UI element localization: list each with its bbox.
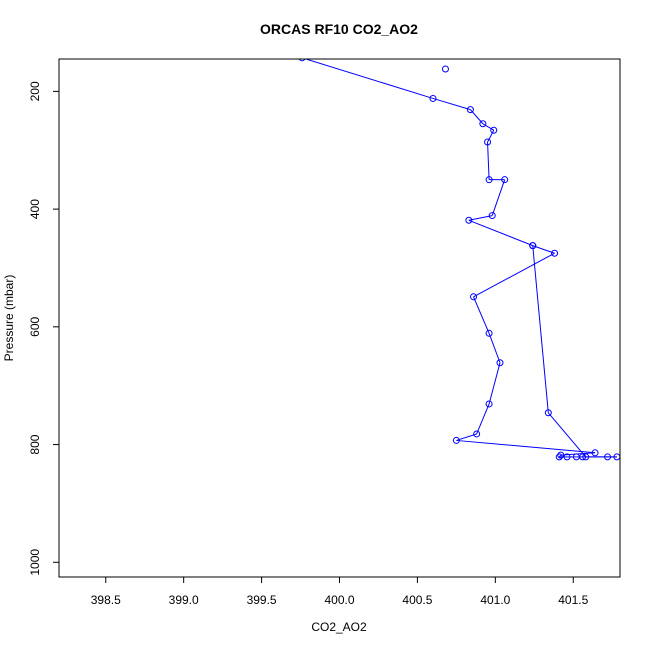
data-point [466, 106, 474, 114]
data-point [441, 65, 449, 73]
data-point [591, 449, 599, 457]
series-lines [304, 59, 617, 458]
series-line-segment [488, 362, 501, 405]
data-point [490, 126, 498, 134]
series-line-segment [468, 219, 533, 247]
series-line-segment [432, 97, 471, 111]
data-point [485, 400, 493, 408]
x-tick-label: 401.5 [558, 593, 588, 607]
y-tick-label: 400 [28, 199, 42, 219]
data-point [604, 453, 612, 461]
x-tick-label: 401.0 [480, 593, 510, 607]
data-point [452, 436, 460, 444]
series-line-segment [482, 123, 495, 131]
data-point [429, 94, 437, 102]
x-axis: 398.5 399.0 399.5 400.0 400.5 401.0 401.5 [91, 577, 589, 607]
x-tick-label: 400.0 [324, 593, 354, 607]
series-line-segment [488, 333, 501, 363]
data-point [501, 176, 509, 184]
data-point [485, 329, 493, 337]
data-point [473, 430, 481, 438]
data-point [555, 453, 563, 461]
data-point [496, 359, 504, 367]
chart-title: ORCAS RF10 CO2_AO2 [260, 21, 418, 37]
series-line-segment [304, 59, 434, 99]
series-line-segment [491, 179, 506, 216]
data-point [582, 453, 590, 461]
data-point [479, 120, 487, 128]
plot-frame [58, 58, 621, 578]
x-axis-label: CO2_AO2 [311, 620, 367, 634]
series-line-segment [468, 215, 493, 221]
data-point [465, 216, 473, 224]
series-line-segment [487, 141, 490, 180]
data-point [529, 242, 537, 250]
series-line-segment [476, 403, 490, 435]
series-line-segment [532, 245, 555, 254]
y-axis: 200 400 600 800 1000 [28, 81, 59, 576]
data-point [579, 453, 587, 461]
series-line-segment [532, 245, 549, 413]
data-point [484, 138, 492, 146]
series-line-segment [456, 433, 477, 441]
x-tick-label: 399.0 [169, 593, 199, 607]
x-tick-label: 400.5 [402, 593, 432, 607]
data-point [563, 453, 571, 461]
data-point [557, 451, 565, 459]
series-line-segment [456, 439, 596, 454]
series-points [298, 59, 620, 461]
data-point [551, 249, 559, 257]
data-point [298, 59, 306, 62]
series-line-segment [473, 252, 555, 298]
x-tick-label: 398.5 [91, 593, 121, 607]
data-point [470, 293, 478, 301]
x-tick-label: 399.5 [247, 593, 277, 607]
y-tick-label: 800 [28, 434, 42, 454]
y-tick-label: 1000 [28, 549, 42, 576]
series-line-segment [487, 129, 495, 143]
y-tick-label: 200 [28, 81, 42, 101]
series-line-segment [473, 296, 490, 334]
data-point [488, 212, 496, 220]
data-point [485, 176, 493, 184]
data-point [544, 409, 552, 417]
y-tick-label: 600 [28, 316, 42, 336]
series-line-segment [547, 412, 587, 458]
y-axis-label: Pressure (mbar) [2, 275, 16, 362]
